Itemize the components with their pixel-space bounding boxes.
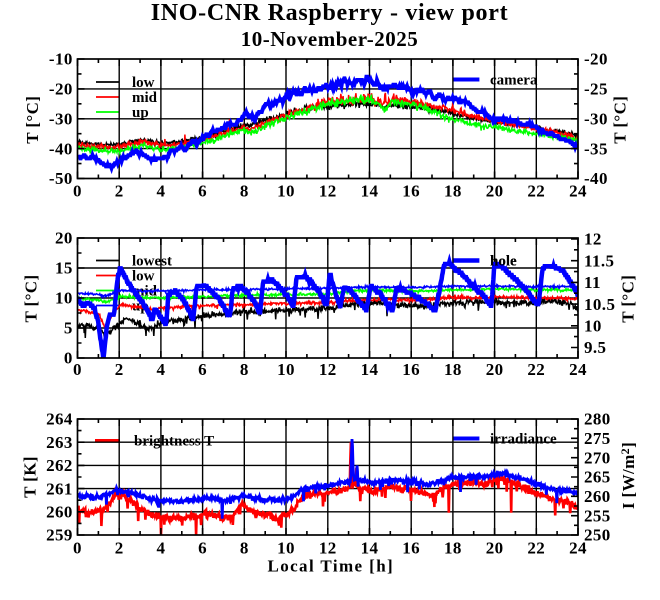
svg-text:T [K]: T [K]: [20, 456, 39, 498]
svg-text:11: 11: [584, 273, 601, 292]
svg-text:T [°C]: T [°C]: [23, 96, 42, 144]
svg-text:16: 16: [402, 182, 420, 201]
svg-text:270: 270: [584, 448, 611, 467]
svg-text:up: up: [132, 105, 149, 121]
svg-text:15: 15: [55, 259, 73, 278]
svg-text:INO-CNR Raspberry - view port: INO-CNR Raspberry - view port: [151, 0, 509, 26]
svg-text:9.5: 9.5: [584, 338, 606, 357]
svg-text:4: 4: [156, 360, 165, 379]
svg-text:hole: hole: [490, 253, 517, 269]
svg-text:22: 22: [527, 182, 545, 201]
svg-text:2: 2: [115, 182, 124, 201]
svg-text:20: 20: [486, 539, 504, 558]
svg-text:24: 24: [569, 539, 587, 558]
svg-text:-20: -20: [49, 80, 73, 99]
svg-text:12: 12: [319, 360, 337, 379]
svg-text:11.5: 11.5: [584, 251, 614, 270]
svg-text:10-November-2025: 10-November-2025: [241, 27, 419, 51]
svg-text:4: 4: [156, 539, 165, 558]
svg-text:12: 12: [584, 230, 602, 249]
svg-text:18: 18: [444, 360, 462, 379]
svg-text:263: 263: [46, 433, 73, 452]
svg-text:14: 14: [361, 360, 379, 379]
svg-text:-30: -30: [49, 110, 73, 129]
svg-text:-35: -35: [584, 139, 608, 158]
svg-text:262: 262: [46, 456, 73, 475]
svg-text:14: 14: [361, 539, 379, 558]
svg-text:T [°C]: T [°C]: [611, 96, 630, 144]
svg-text:T [°C]: T [°C]: [22, 274, 41, 322]
svg-text:16: 16: [402, 360, 420, 379]
svg-text:-40: -40: [584, 169, 608, 188]
svg-text:20: 20: [486, 360, 504, 379]
svg-text:0: 0: [73, 539, 82, 558]
svg-text:0: 0: [73, 182, 82, 201]
svg-text:260: 260: [584, 487, 611, 506]
svg-text:10: 10: [277, 182, 295, 201]
svg-text:mid: mid: [132, 90, 158, 106]
svg-text:6: 6: [198, 182, 207, 201]
svg-text:6: 6: [198, 360, 207, 379]
svg-text:0: 0: [64, 349, 73, 368]
svg-text:255: 255: [584, 506, 611, 525]
svg-text:-50: -50: [49, 169, 73, 188]
svg-text:22: 22: [527, 539, 545, 558]
svg-text:6: 6: [198, 539, 207, 558]
svg-text:5: 5: [64, 319, 73, 338]
svg-text:-40: -40: [49, 139, 73, 158]
svg-text:2: 2: [115, 360, 124, 379]
svg-text:12: 12: [319, 539, 337, 558]
svg-text:8: 8: [240, 182, 249, 201]
svg-text:20: 20: [486, 182, 504, 201]
svg-text:260: 260: [46, 503, 73, 522]
svg-text:24: 24: [569, 360, 587, 379]
svg-text:261: 261: [46, 479, 73, 498]
svg-text:10: 10: [277, 360, 295, 379]
svg-text:low: low: [132, 268, 155, 284]
svg-text:250: 250: [584, 526, 611, 545]
svg-text:camera: camera: [490, 72, 538, 88]
svg-text:irradiance: irradiance: [490, 431, 557, 447]
svg-text:24: 24: [569, 182, 587, 201]
svg-text:lowest: lowest: [132, 253, 172, 269]
svg-text:10: 10: [55, 289, 73, 308]
svg-text:low: low: [132, 75, 155, 91]
svg-text:T [°C]: T [°C]: [619, 275, 638, 323]
svg-text:275: 275: [584, 429, 611, 448]
svg-text:10.5: 10.5: [584, 295, 615, 314]
svg-text:I [W/m2]: I [W/m2]: [618, 442, 638, 509]
svg-text:2: 2: [115, 539, 124, 558]
svg-text:18: 18: [444, 539, 462, 558]
svg-text:Local Time [h]: Local Time [h]: [267, 556, 394, 575]
svg-text:10: 10: [584, 317, 602, 336]
svg-text:265: 265: [584, 468, 611, 487]
svg-text:8: 8: [240, 539, 249, 558]
svg-text:brightness T: brightness T: [134, 433, 214, 449]
svg-text:12: 12: [319, 182, 337, 201]
svg-text:10: 10: [277, 539, 295, 558]
svg-text:264: 264: [46, 410, 73, 429]
svg-text:-10: -10: [49, 50, 73, 69]
svg-text:4: 4: [156, 182, 165, 201]
svg-text:-20: -20: [584, 50, 608, 69]
svg-text:20: 20: [55, 229, 73, 248]
svg-text:18: 18: [444, 182, 462, 201]
svg-text:0: 0: [73, 360, 82, 379]
svg-text:14: 14: [361, 182, 379, 201]
svg-text:16: 16: [402, 539, 420, 558]
svg-text:22: 22: [527, 360, 545, 379]
svg-text:280: 280: [584, 410, 611, 429]
svg-text:-25: -25: [584, 80, 608, 99]
svg-text:8: 8: [240, 360, 249, 379]
svg-text:259: 259: [46, 526, 73, 545]
svg-text:-30: -30: [584, 110, 608, 129]
